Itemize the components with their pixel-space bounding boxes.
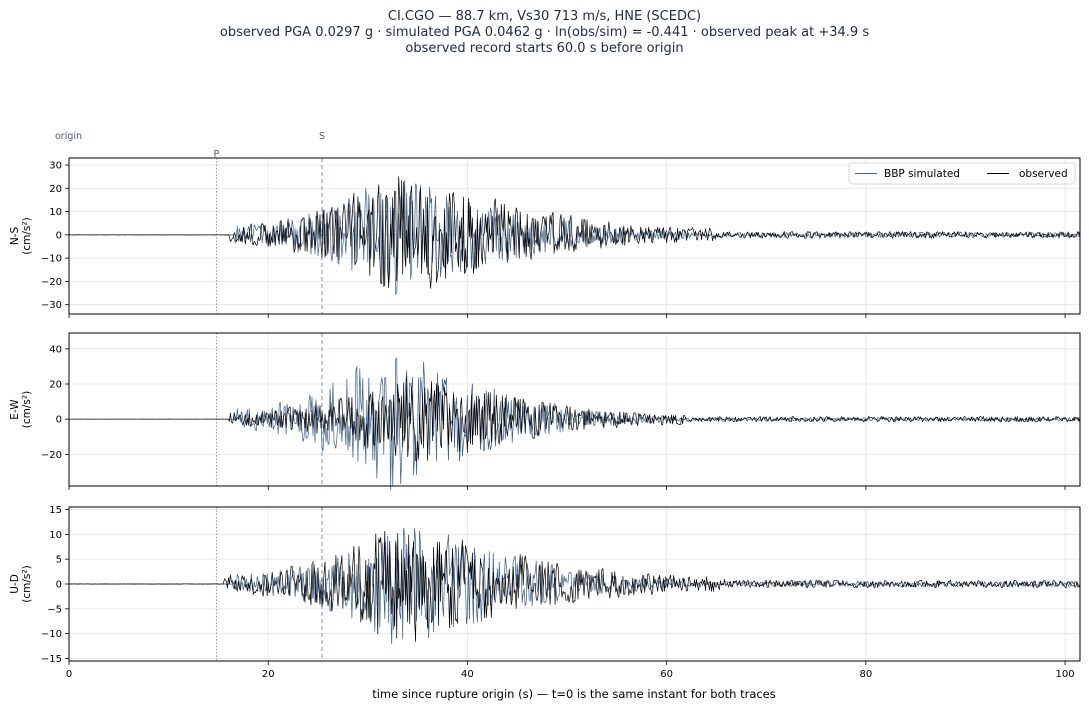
y-tick-label: 30 bbox=[49, 160, 62, 171]
s-label: S bbox=[319, 131, 325, 142]
y-tick-label: 40 bbox=[49, 344, 62, 355]
simulated-trace bbox=[68, 180, 1081, 295]
observed-trace bbox=[68, 176, 1081, 289]
observed-trace bbox=[68, 530, 1081, 642]
observed-trace bbox=[69, 376, 1081, 462]
y-tick-label: −20 bbox=[41, 450, 62, 461]
title-line-1: CI.CGO — 88.7 km, Vs30 713 m/s, HNE (SCE… bbox=[387, 9, 702, 24]
y-tick-label: 10 bbox=[49, 530, 62, 541]
y-tick-label: 0 bbox=[56, 415, 62, 426]
simulated-trace bbox=[68, 357, 1081, 491]
legend-label-observed: observed bbox=[1019, 168, 1068, 180]
y-axis-label-component: U-D bbox=[9, 574, 21, 594]
simulated-trace bbox=[68, 527, 1080, 645]
x-axis-label: time since rupture origin (s) — t=0 is t… bbox=[372, 687, 776, 701]
title-line-3: observed record starts 60.0 s before ori… bbox=[405, 41, 684, 56]
y-tick-label: 0 bbox=[56, 580, 62, 591]
legend-box bbox=[848, 162, 1076, 185]
y-tick-label: −30 bbox=[41, 300, 62, 311]
x-tick-label: 100 bbox=[1056, 669, 1075, 680]
y-axis-label-component: N-S bbox=[9, 227, 21, 246]
panel-n-s: −30 −20 −10 0 10 20 30 N-S (cm/s²) origin P S BBP si… bbox=[9, 131, 1081, 318]
y-tick-label: −15 bbox=[41, 654, 62, 665]
x-tick-label: 20 bbox=[262, 669, 275, 680]
y-axis-label-unit: (cm/s²) bbox=[21, 391, 33, 428]
x-tick-label: 40 bbox=[461, 669, 474, 680]
y-axis-label-component: E-W bbox=[9, 399, 21, 420]
y-axis-label-unit: (cm/s²) bbox=[21, 217, 33, 254]
y-tick-label: 10 bbox=[49, 207, 62, 218]
plot-frame bbox=[68, 157, 1081, 315]
y-tick-label: 15 bbox=[49, 505, 62, 516]
plot-frame bbox=[68, 332, 1081, 487]
panel-u-d: −15 −10 −5 0 5 10 15 0 20 40 60 80 100 U-D (cm/s²) bbox=[9, 505, 1081, 680]
p-label: P bbox=[214, 149, 220, 160]
legend: BBP simulated observed bbox=[848, 162, 1076, 185]
y-axis-label-unit: (cm/s²) bbox=[21, 565, 33, 602]
panel-e-w: −20 0 20 40 E-W (cm/s²) bbox=[9, 332, 1081, 491]
y-tick-label: −20 bbox=[41, 277, 62, 288]
x-tick-label: 80 bbox=[859, 669, 872, 680]
x-tick-label: 60 bbox=[660, 669, 673, 680]
y-tick-label: 5 bbox=[56, 555, 62, 566]
y-tick-label: 20 bbox=[49, 184, 62, 195]
legend-label-simulated: BBP simulated bbox=[884, 168, 960, 180]
title-line-2: observed PGA 0.0297 g · simulated PGA 0.… bbox=[219, 25, 870, 40]
origin-label: origin bbox=[55, 131, 82, 142]
y-tick-label: 0 bbox=[56, 230, 62, 241]
y-tick-label: −10 bbox=[41, 254, 62, 265]
y-tick-label: −10 bbox=[41, 629, 62, 640]
y-tick-label: 20 bbox=[49, 380, 62, 391]
x-tick-label: 0 bbox=[66, 669, 72, 680]
y-tick-label: −5 bbox=[47, 604, 62, 615]
